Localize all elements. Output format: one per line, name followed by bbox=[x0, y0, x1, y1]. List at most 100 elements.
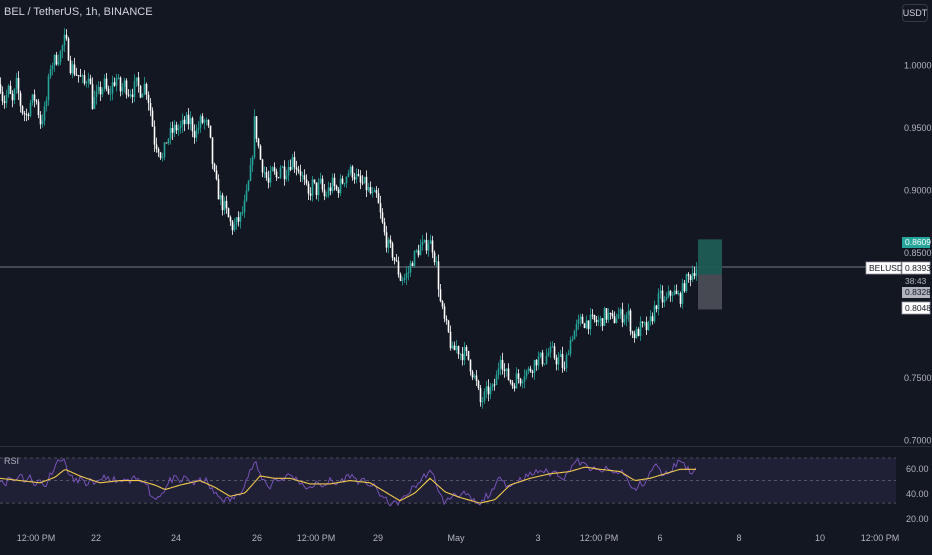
candle-body bbox=[649, 316, 652, 322]
candle-body bbox=[663, 299, 666, 303]
candle-body bbox=[325, 195, 328, 197]
last-price-tag-bg bbox=[901, 261, 931, 275]
candle-body bbox=[645, 322, 648, 330]
candle-body bbox=[159, 152, 162, 158]
candle-body bbox=[109, 93, 112, 95]
candle-body bbox=[633, 333, 636, 339]
candle-body bbox=[181, 119, 184, 126]
time-tick-label: May bbox=[447, 533, 465, 543]
candle-body bbox=[415, 250, 418, 252]
candle-body bbox=[509, 379, 512, 383]
candle-body bbox=[499, 359, 502, 369]
candle-body bbox=[101, 88, 104, 95]
candle-body bbox=[149, 103, 152, 111]
rsi-label[interactable]: RSI bbox=[4, 456, 20, 466]
entry-price-tag-bg bbox=[902, 287, 930, 298]
long-position-tool[interactable] bbox=[698, 239, 722, 310]
symbol-title[interactable]: BEL / TetherUS, 1h, BINANCE bbox=[4, 6, 153, 18]
candle-body bbox=[365, 176, 368, 191]
candle-body bbox=[33, 94, 36, 101]
candle-body bbox=[401, 279, 404, 281]
candle-body bbox=[61, 45, 64, 52]
entry-price-tag-text: 0.8328 bbox=[905, 287, 931, 297]
candle-body bbox=[83, 75, 86, 84]
rsi-tick-label: 20.00 bbox=[906, 514, 929, 524]
candle-body bbox=[665, 296, 668, 300]
candle-body bbox=[557, 357, 560, 365]
candle-body bbox=[69, 60, 72, 74]
candle-body bbox=[71, 64, 74, 74]
candle-body bbox=[387, 239, 390, 248]
candle-body bbox=[209, 125, 212, 138]
candle-body bbox=[351, 166, 354, 178]
candle-body bbox=[373, 190, 376, 193]
currency-button[interactable]: USDT bbox=[902, 4, 928, 22]
candle-body bbox=[543, 363, 546, 365]
candle-body bbox=[461, 353, 464, 361]
candle-body bbox=[501, 359, 504, 370]
candle-body bbox=[603, 308, 606, 326]
candle-body bbox=[409, 263, 412, 273]
candle-body bbox=[243, 200, 246, 213]
candle-body bbox=[691, 273, 694, 280]
candle-body bbox=[7, 85, 10, 95]
time-tick-label: 12:00 PM bbox=[580, 533, 619, 543]
candle-body bbox=[535, 359, 538, 366]
price-tick-label: 1.0000 bbox=[904, 61, 932, 71]
entry-price-tag: 0.8328 bbox=[902, 287, 931, 298]
candle-body bbox=[689, 275, 692, 280]
candle-body bbox=[393, 257, 396, 261]
candle-body bbox=[679, 293, 682, 304]
candle-body bbox=[521, 381, 524, 384]
stop-price-tag: 0.8048 bbox=[901, 301, 931, 315]
candle-body bbox=[441, 301, 444, 307]
candle-body bbox=[231, 221, 234, 231]
candle-body bbox=[425, 239, 428, 251]
candle-body bbox=[177, 128, 180, 131]
candle-body bbox=[687, 274, 690, 276]
candle-body bbox=[173, 124, 176, 133]
candle-body bbox=[199, 116, 202, 128]
candle-body bbox=[179, 125, 182, 129]
candle-body bbox=[493, 384, 496, 386]
candle-body bbox=[91, 84, 94, 109]
candle-body bbox=[45, 100, 48, 107]
candle-body bbox=[319, 178, 322, 183]
candle-body bbox=[605, 308, 608, 320]
candle-body bbox=[157, 148, 160, 153]
candle-body bbox=[639, 321, 642, 336]
candle-body bbox=[673, 290, 676, 295]
candle-body bbox=[131, 94, 134, 97]
time-tick-label: 6 bbox=[657, 533, 662, 543]
candle-body bbox=[203, 120, 206, 123]
candle-body bbox=[491, 384, 494, 388]
candle-body bbox=[561, 353, 564, 368]
candle-body bbox=[13, 89, 16, 101]
time-axis: 12:00 PM 22 24 26 12:00 PM 29 May 3 12:00 PM 6 8 10… bbox=[17, 533, 900, 543]
candle-body bbox=[613, 316, 616, 323]
time-tick-label: 22 bbox=[91, 533, 101, 543]
candle-body bbox=[547, 352, 550, 356]
candle-body bbox=[405, 273, 408, 278]
candle-body bbox=[57, 61, 60, 65]
candle-body bbox=[25, 114, 28, 116]
candles bbox=[0, 28, 698, 409]
candle-body bbox=[599, 318, 602, 321]
candle-body bbox=[695, 268, 698, 277]
candle-body bbox=[403, 277, 406, 280]
candle-body bbox=[225, 200, 228, 209]
grid bbox=[0, 266, 932, 447]
candle-body bbox=[615, 318, 618, 323]
candle-body bbox=[565, 355, 568, 369]
candle-body bbox=[465, 347, 468, 351]
candle-body bbox=[133, 81, 136, 97]
candle-body bbox=[573, 330, 576, 340]
candle-body bbox=[611, 313, 614, 317]
candle-body bbox=[471, 371, 474, 378]
candle-body bbox=[215, 170, 218, 180]
time-tick-label: 26 bbox=[252, 533, 262, 543]
candle-body bbox=[651, 316, 654, 322]
candle-body bbox=[375, 190, 378, 194]
